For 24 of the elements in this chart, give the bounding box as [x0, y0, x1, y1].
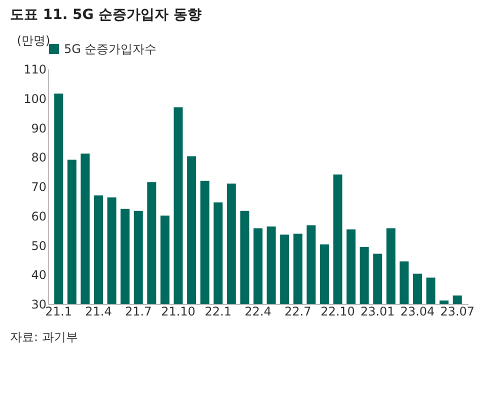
x-tick-label: 22.7: [284, 304, 312, 318]
x-tick-label: 21.7: [125, 304, 152, 318]
y-tick-label: 80: [31, 150, 46, 165]
y-tick-label: 30: [31, 298, 46, 312]
x-tick-label: 23.07: [440, 304, 475, 318]
y-tick-label: 50: [31, 238, 46, 253]
y-tick-label: 40: [31, 268, 46, 282]
legend-label: 5G 순증가입자수: [64, 42, 157, 56]
y-axis-title: (만명): [16, 34, 50, 48]
text: 자료: 과기부: [10, 330, 78, 344]
x-tick-label: 22.10: [320, 304, 355, 318]
x-tick-label: 21.1: [45, 304, 72, 318]
y-tick-label: 100: [24, 92, 46, 106]
x-tick-label: 23.04: [400, 304, 435, 318]
y-tick-label: 70: [31, 180, 46, 194]
y-tick-label: 110: [24, 62, 46, 76]
chart-title: 도표 11. 5G 순증가입자 동향: [10, 7, 202, 23]
x-tick-label: 22.4: [244, 304, 272, 318]
x-tick-label: 21.10: [161, 304, 196, 318]
x-tick-label: 23.01: [360, 304, 395, 318]
y-tick-label: 90: [31, 121, 46, 136]
y-tick-label: 60: [31, 209, 46, 224]
x-tick-label: 22.1: [204, 304, 232, 318]
x-tick-label: 21.4: [85, 304, 112, 318]
